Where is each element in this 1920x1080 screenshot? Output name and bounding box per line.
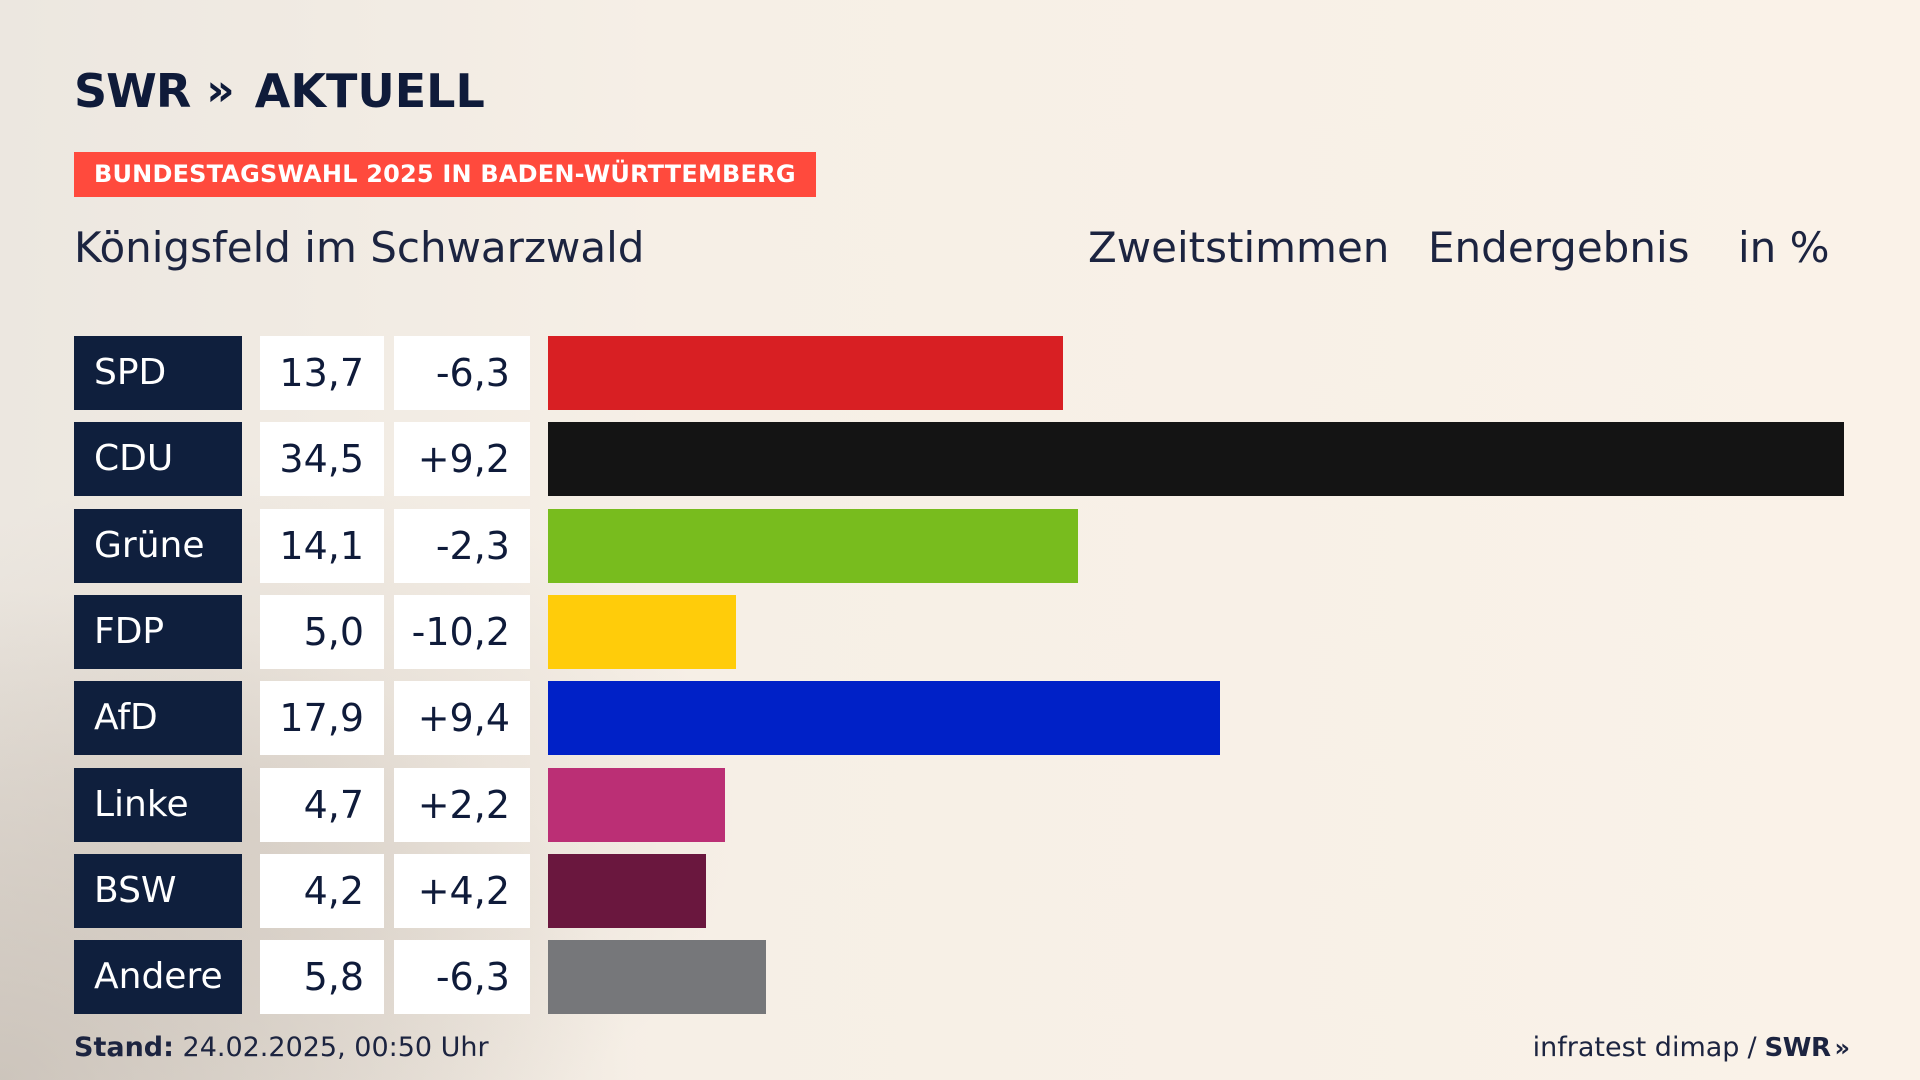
- source-credit: infratest dimap / SWR »: [1532, 1028, 1850, 1068]
- result-bar: [548, 422, 1844, 496]
- vote-change-label: -10,2: [394, 595, 530, 669]
- party-label: SPD: [74, 336, 242, 410]
- source-name: infratest dimap: [1532, 1032, 1740, 1063]
- vote-share-label: 17,9: [260, 681, 384, 755]
- stand-value: 24.02.2025, 00:50 Uhr: [182, 1032, 489, 1063]
- unit-label: in %: [1738, 223, 1830, 272]
- region-title: Königsfeld im Schwarzwald: [74, 223, 645, 272]
- source-separator: /: [1747, 1032, 1757, 1063]
- vote-share-label: 34,5: [260, 422, 384, 496]
- vote-change-label: -6,3: [394, 336, 530, 410]
- vote-share-label: 13,7: [260, 336, 384, 410]
- vote-change-label: +2,2: [394, 768, 530, 842]
- vote-type-label: Zweitstimmen: [1088, 223, 1390, 272]
- party-label: Andere: [74, 940, 242, 1014]
- vote-share-label: 4,7: [260, 768, 384, 842]
- vote-change-label: +9,2: [394, 422, 530, 496]
- result-bar: [548, 681, 1220, 755]
- party-label: Grüne: [74, 509, 242, 583]
- vote-share-label: 14,1: [260, 509, 384, 583]
- timestamp: Stand: 24.02.2025, 00:50 Uhr: [74, 1028, 489, 1068]
- result-row: SPD 13,7 -6,3: [0, 336, 1920, 410]
- vote-share-label: 4,2: [260, 854, 384, 928]
- vote-change-label: -6,3: [394, 940, 530, 1014]
- stand-label: Stand:: [74, 1032, 174, 1063]
- vote-change-label: +9,4: [394, 681, 530, 755]
- vote-change-label: +4,2: [394, 854, 530, 928]
- source-brand: SWR: [1764, 1033, 1831, 1063]
- party-label: AfD: [74, 681, 242, 755]
- result-row: BSW 4,2 +4,2: [0, 854, 1920, 928]
- result-bar: [548, 768, 725, 842]
- result-row: Andere 5,8 -6,3: [0, 940, 1920, 1014]
- vote-change-label: -2,3: [394, 509, 530, 583]
- swr-aktuell-logo: SWR » AKTUELL: [74, 64, 485, 118]
- brand-aktuell: AKTUELL: [254, 64, 485, 118]
- result-bar: [548, 940, 766, 1014]
- result-bar: [548, 854, 706, 928]
- result-row: CDU 34,5 +9,2: [0, 422, 1920, 496]
- vote-share-label: 5,8: [260, 940, 384, 1014]
- election-banner: BUNDESTAGSWAHL 2025 IN BADEN-WÜRTTEMBERG: [74, 152, 816, 197]
- result-row: Linke 4,7 +2,2: [0, 768, 1920, 842]
- result-row: AfD 17,9 +9,4: [0, 681, 1920, 755]
- result-bar: [548, 336, 1063, 410]
- result-bar: [548, 595, 736, 669]
- result-row: Grüne 14,1 -2,3: [0, 509, 1920, 583]
- party-label: BSW: [74, 854, 242, 928]
- party-label: FDP: [74, 595, 242, 669]
- result-row: FDP 5,0 -10,2: [0, 595, 1920, 669]
- brand-swr: SWR: [74, 64, 191, 118]
- source-chevrons-icon: »: [1834, 1034, 1849, 1062]
- party-label: CDU: [74, 422, 242, 496]
- result-status-label: Endergebnis: [1428, 223, 1690, 272]
- vote-share-label: 5,0: [260, 595, 384, 669]
- result-bar: [548, 509, 1078, 583]
- party-label: Linke: [74, 768, 242, 842]
